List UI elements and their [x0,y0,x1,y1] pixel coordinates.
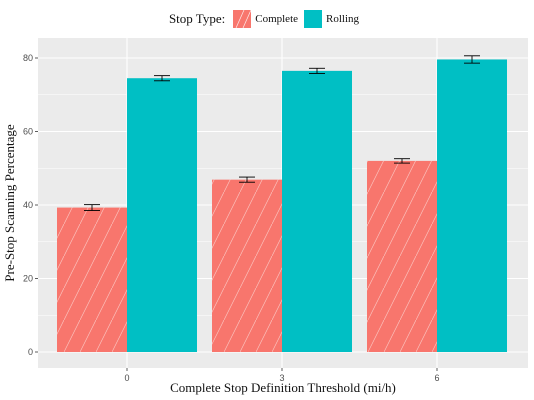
x-tick-label: 6 [434,373,439,383]
bar-rolling-0 [127,78,197,353]
error-bar-rolling-6 [464,55,480,64]
legend: Stop Type: Complete Rolling [0,8,534,30]
y-tick-label: 40 [23,200,33,210]
x-tick-label: 0 [124,373,129,383]
legend-item-complete: Complete [233,10,298,28]
error-bars [84,55,480,211]
error-bar-rolling-3 [309,67,325,74]
y-tick-label: 0 [28,347,33,357]
y-tick-label: 20 [23,274,33,284]
legend-key-complete-swatch [233,10,252,28]
bar-stripe-pattern [57,207,127,352]
x-tick-label: 3 [279,373,284,383]
legend-title: Stop Type: [168,11,226,26]
error-bar-rolling-0 [154,75,170,82]
x-axis-title: Complete Stop Definition Threshold (mi/h… [170,380,396,395]
legend-label-rolling: Rolling [326,13,360,25]
bar-stripe-pattern [212,179,282,352]
bar-rolling-6 [437,59,507,352]
y-axis-title: Pre-Stop Scanning Percentage [2,124,17,282]
error-bar-complete-3 [239,176,255,183]
bars [57,59,507,353]
bar-stripe-pattern [367,160,437,352]
y-axis: 0 20 40 60 80 [23,53,38,357]
error-bar-complete-0 [84,204,100,211]
legend-key-rolling-swatch [304,10,323,28]
y-tick-label: 80 [23,53,33,63]
bar-rolling-3 [282,70,352,353]
error-bar-complete-6 [394,158,410,164]
legend-item-rolling: Rolling [304,10,359,28]
y-tick-label: 60 [23,127,33,137]
x-axis: 0 3 6 [124,368,440,383]
legend-label-complete: Complete [255,13,299,25]
